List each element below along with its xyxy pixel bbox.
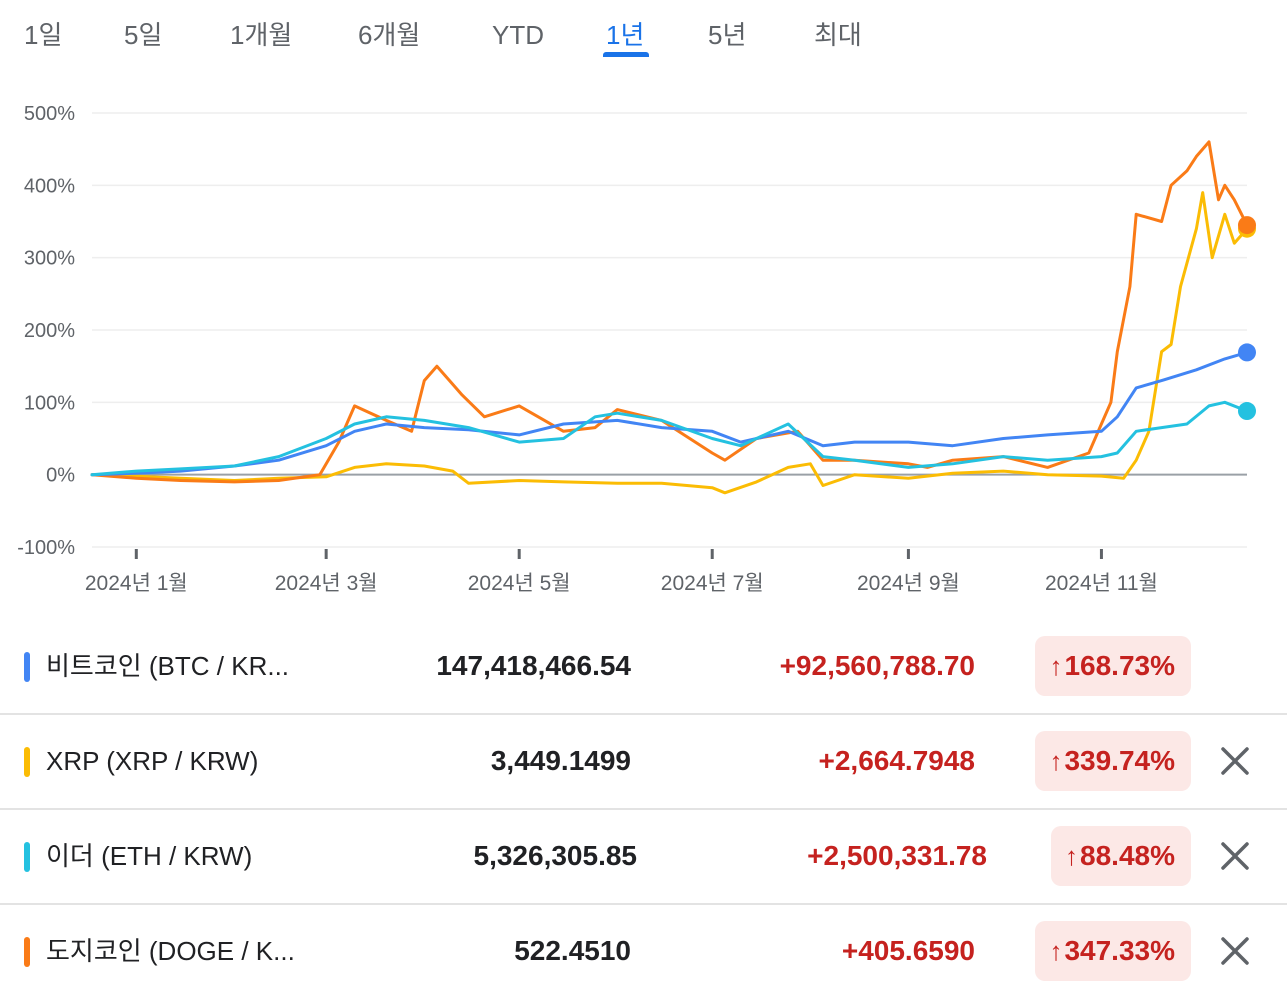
y-tick-label: 300% [24,248,75,270]
percent-change-badge: ↑88.48% [1051,826,1191,886]
remove-doge-close-icon[interactable] [1213,929,1257,973]
arrow-up-icon: ↑ [1049,936,1063,966]
series-color-swatch [24,652,30,682]
asset-price: 522.4510 [514,935,631,966]
x-tick-label: 2024년 9월 [857,572,960,595]
x-axis-ticks: 2024년 1월 2024년 3월 2024년 5월 2024년 7월 2024년 9월… [85,549,1158,595]
arrow-up-icon: ↑ [1049,651,1063,681]
tab-5d[interactable]: 5일 [124,20,163,50]
asset-price: 147,418,466.54 [436,650,631,681]
arrow-up-icon: ↑ [1049,746,1063,776]
asset-name: 비트코인 (BTC / KR... [46,651,290,681]
percent-change-badge: ↑339.74% [1035,731,1191,791]
list-item-doge[interactable]: 도지코인 (DOGE / K... 522.4510 +405.6590 ↑34… [0,905,1287,999]
remove-xrp-close-icon[interactable] [1213,739,1257,783]
time-range-tabs: 1일 5일 1개월 6개월 YTD 1년 5년 최대 [0,0,1287,62]
divider [0,903,1287,905]
series-lines [90,140,1249,495]
series-color-swatch [24,747,30,777]
asset-name: 이더 (ETH / KRW) [46,841,253,871]
y-axis-ticks: 500% 400% 300% 200% 100% 0% -100% [17,103,75,559]
y-tick-label: -100% [17,537,75,559]
end-dot-doge [1238,216,1256,235]
x-tick-label: 2024년 5월 [468,572,571,595]
tab-1y[interactable]: 1년 [606,20,645,50]
series-line-xrp [90,191,1249,495]
divider [0,713,1287,715]
x-tick-label: 2024년 3월 [275,572,378,595]
performance-chart[interactable]: 500%400%300%200%100%0%-100% 2024년 1월 2024… [0,80,1287,610]
asset-change: +92,560,788.70 [779,650,975,681]
series-color-swatch [24,842,30,872]
divider [0,808,1287,810]
tab-6m[interactable]: 6개월 [358,20,421,50]
x-tick-label: 2024년 1월 [85,572,188,595]
asset-name: 도지코인 (DOGE / K... [46,936,295,966]
y-tick-label: 100% [24,392,75,414]
x-tick-label: 2024년 11월 [1045,572,1158,595]
tab-ytd[interactable]: YTD [492,20,544,50]
asset-change: +2,500,331.78 [807,840,987,871]
arrow-up-icon: ↑ [1065,841,1079,871]
percent-change-badge: ↑347.33% [1035,921,1191,981]
series-line-doge [90,140,1249,484]
asset-change: +405.6590 [841,935,975,966]
y-tick-label: 0% [46,465,75,487]
tab-5y[interactable]: 5년 [708,20,747,50]
series-end-dots [1238,216,1256,421]
tab-1m[interactable]: 1개월 [230,20,293,50]
list-item-btc[interactable]: 비트코인 (BTC / KR... 147,418,466.54 +92,560… [0,620,1287,714]
series-line-btc [90,350,1249,477]
remove-eth-close-icon[interactable] [1213,834,1257,878]
percent-change-badge: ↑168.73% [1035,636,1191,696]
list-item-xrp[interactable]: XRP (XRP / KRW) 3,449.1499 +2,664.7948 ↑… [0,715,1287,809]
asset-change: +2,664.7948 [818,745,976,776]
grid-lines [92,112,1247,548]
y-tick-label: 400% [24,175,75,197]
active-tab-indicator [603,52,649,57]
series-line-eth [90,400,1249,477]
end-dot-btc [1238,343,1256,362]
tab-max[interactable]: 최대 [814,20,862,50]
end-dot-eth [1238,402,1256,421]
tab-1d[interactable]: 1일 [24,20,63,50]
series-color-swatch [24,937,30,967]
y-tick-label: 500% [24,103,75,125]
asset-price: 5,326,305.85 [473,840,638,871]
list-item-eth[interactable]: 이더 (ETH / KRW) 5,326,305.85 +2,500,331.7… [0,810,1287,904]
asset-name: XRP (XRP / KRW) [46,746,259,776]
y-tick-label: 200% [24,320,75,342]
x-tick-label: 2024년 7월 [661,572,764,595]
asset-price: 3,449.1499 [490,745,631,776]
